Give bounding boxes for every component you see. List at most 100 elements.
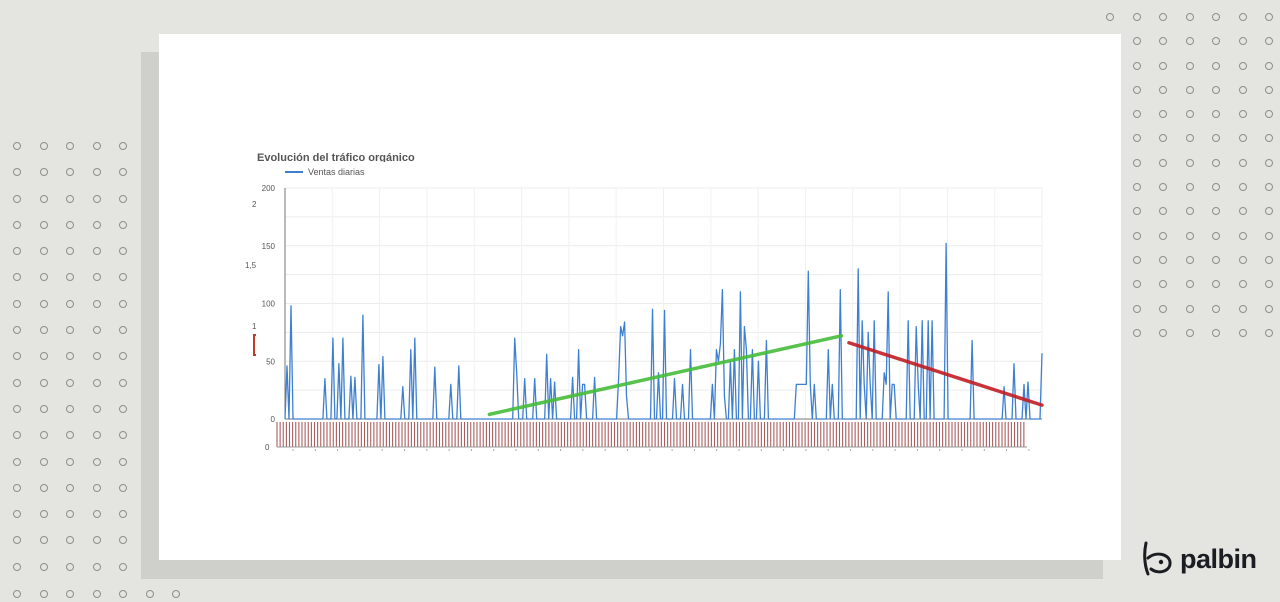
decorative-dot	[1159, 61, 1167, 70]
overlay-y-label: 1,5	[245, 261, 257, 270]
decorative-dot	[13, 168, 21, 177]
decorative-dot	[1265, 280, 1273, 289]
decorative-dot	[1106, 13, 1114, 21]
decorative-dot	[92, 273, 101, 282]
legend-label: Ventas diarias	[308, 167, 365, 177]
legend-swatch	[285, 171, 303, 173]
decorative-dot	[66, 510, 74, 519]
decorative-dot	[1238, 110, 1247, 119]
decorative-dot	[1159, 110, 1167, 119]
decorative-dot	[1159, 134, 1167, 143]
decorative-dot	[1132, 37, 1141, 46]
decorative-dot	[39, 483, 48, 492]
decorative-dot	[39, 378, 48, 387]
decorative-dot	[1132, 304, 1141, 313]
decorative-dot	[1185, 85, 1194, 94]
decorative-dot	[1132, 207, 1141, 216]
palbin-logo-icon	[1143, 541, 1172, 576]
decorative-dot	[1238, 183, 1247, 192]
decorative-dot	[119, 536, 127, 545]
chart-card	[159, 34, 1121, 560]
brand-logo: palbin	[1140, 540, 1257, 578]
decorative-dot	[1185, 231, 1194, 240]
decorative-dot	[1159, 85, 1167, 94]
decorative-dot	[1265, 13, 1273, 21]
trend-line-down	[847, 341, 1044, 407]
decorative-dot	[1265, 110, 1273, 119]
decorative-dot	[13, 562, 21, 571]
decorative-dot	[13, 510, 21, 519]
decorative-dot	[13, 220, 21, 229]
decorative-dot	[39, 194, 48, 203]
decorative-dot	[92, 536, 101, 545]
decorative-dot	[13, 247, 21, 256]
decorative-dot	[13, 536, 21, 545]
decorative-dot	[13, 431, 21, 440]
decorative-dots-bottom	[13, 590, 182, 598]
decorative-dot	[39, 562, 48, 571]
overlay-y-label: 1	[252, 322, 257, 331]
decorative-dot	[13, 194, 21, 203]
y-tick-label: 0	[271, 415, 276, 424]
decorative-dot	[92, 431, 101, 440]
decorative-dot	[119, 326, 127, 335]
decorative-dot	[66, 378, 74, 387]
decorative-dot	[1159, 207, 1167, 216]
decorative-dot	[1159, 37, 1167, 46]
decorative-dot	[1265, 328, 1273, 337]
decorative-dot	[1185, 158, 1194, 167]
decorative-dot	[119, 562, 127, 571]
decorative-dot	[66, 273, 74, 282]
decorative-dot	[92, 168, 101, 177]
decorative-dot	[1212, 280, 1220, 289]
decorative-dot	[119, 431, 127, 440]
decorative-dot	[1265, 231, 1273, 240]
decorative-dot	[1265, 85, 1273, 94]
decorative-dot	[1212, 110, 1220, 119]
decorative-dot	[1132, 61, 1141, 70]
decorative-dot	[119, 352, 127, 361]
decorative-dot	[66, 562, 74, 571]
decorative-dots-left	[13, 142, 129, 571]
decorative-dot	[1238, 85, 1247, 94]
decorative-dot	[1185, 37, 1194, 46]
decorative-dot	[13, 142, 21, 150]
decorative-dot	[39, 352, 48, 361]
decorative-dot	[66, 326, 74, 335]
decorative-dot	[1265, 61, 1273, 70]
y-tick-label: 100	[262, 300, 276, 309]
decorative-dot	[39, 590, 48, 598]
y-tick-label: 50	[266, 357, 275, 366]
decorative-dot	[119, 220, 127, 229]
decorative-dot	[1238, 231, 1247, 240]
decorative-dot	[1212, 207, 1220, 216]
decorative-dot	[92, 220, 101, 229]
decorative-dot	[1212, 158, 1220, 167]
decorative-dot	[1159, 280, 1167, 289]
decorative-dot	[66, 431, 74, 440]
decorative-dot	[66, 404, 74, 413]
decorative-dot	[119, 273, 127, 282]
decorative-dot	[119, 404, 127, 413]
decorative-dot	[1159, 304, 1167, 313]
decorative-dot	[1238, 280, 1247, 289]
decorative-dot	[1132, 158, 1141, 167]
decorative-dot	[1132, 183, 1141, 192]
decorative-dot	[39, 457, 48, 466]
decorative-dot	[1185, 183, 1194, 192]
decorative-dot	[66, 142, 74, 150]
decorative-dot	[39, 404, 48, 413]
decorative-dot	[92, 352, 101, 361]
decorative-dot	[1132, 231, 1141, 240]
decorative-dot	[92, 510, 101, 519]
decorative-dot	[13, 326, 21, 335]
decorative-dot	[13, 273, 21, 282]
decorative-dot	[1265, 207, 1273, 216]
chart-title: Evolución del tráfico orgánico	[257, 152, 415, 162]
decorative-dot	[1212, 134, 1220, 143]
decorative-dot	[1238, 255, 1247, 264]
decorative-dot	[1212, 61, 1220, 70]
decorative-dot	[1132, 13, 1141, 21]
decorative-dot	[1238, 158, 1247, 167]
decorative-dot	[92, 299, 101, 308]
